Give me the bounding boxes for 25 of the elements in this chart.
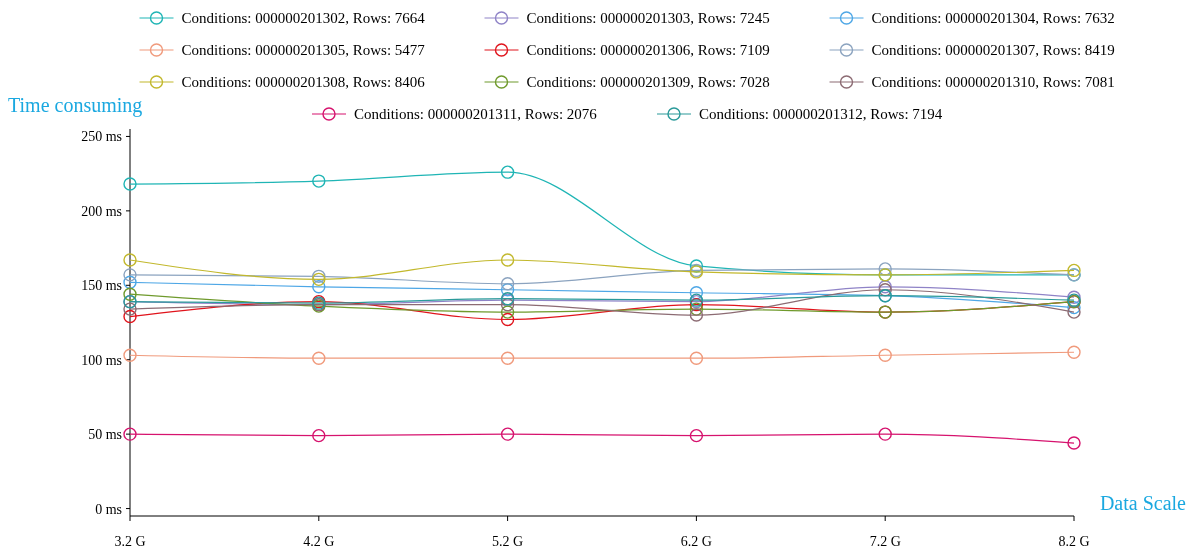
y-tick-label: 0 ms	[95, 501, 122, 517]
legend-label: Conditions: 000000201305, Rows: 5477	[181, 42, 426, 58]
legend-label: Conditions: 000000201308, Rows: 8406	[181, 74, 426, 90]
y-tick-label: 50 ms	[88, 427, 122, 443]
legend-label: Conditions: 000000201304, Rows: 7632	[871, 10, 1115, 26]
x-tick-label: 6.2 G	[680, 534, 712, 549]
y-axis-title: Time consuming	[8, 94, 143, 117]
legend-label: Conditions: 000000201302, Rows: 7664	[181, 10, 426, 26]
x-tick-label: 4.2 G	[303, 534, 335, 549]
y-tick-label: 150 ms	[81, 278, 122, 294]
y-tick-label: 200 ms	[81, 203, 122, 219]
legend-label: Conditions: 000000201307, Rows: 8419	[871, 42, 1115, 58]
x-tick-label: 5.2 G	[492, 534, 524, 549]
legend-label: Conditions: 000000201309, Rows: 7028	[526, 74, 770, 90]
y-tick-label: 100 ms	[81, 352, 122, 368]
x-tick-label: 7.2 G	[869, 534, 901, 549]
x-axis-title: Data Scale	[1099, 492, 1187, 514]
legend-label: Conditions: 000000201312, Rows: 7194	[699, 106, 943, 122]
y-tick-label: 250 ms	[81, 129, 122, 145]
x-tick-label: 8.2 G	[1058, 534, 1090, 549]
legend-label: Conditions: 000000201306, Rows: 7109	[526, 42, 770, 58]
legend-label: Conditions: 000000201303, Rows: 7245	[526, 10, 770, 26]
legend-label: Conditions: 000000201311, Rows: 2076	[354, 106, 598, 122]
legend-label: Conditions: 000000201310, Rows: 7081	[871, 74, 1115, 90]
x-tick-label: 3.2 G	[114, 534, 146, 549]
